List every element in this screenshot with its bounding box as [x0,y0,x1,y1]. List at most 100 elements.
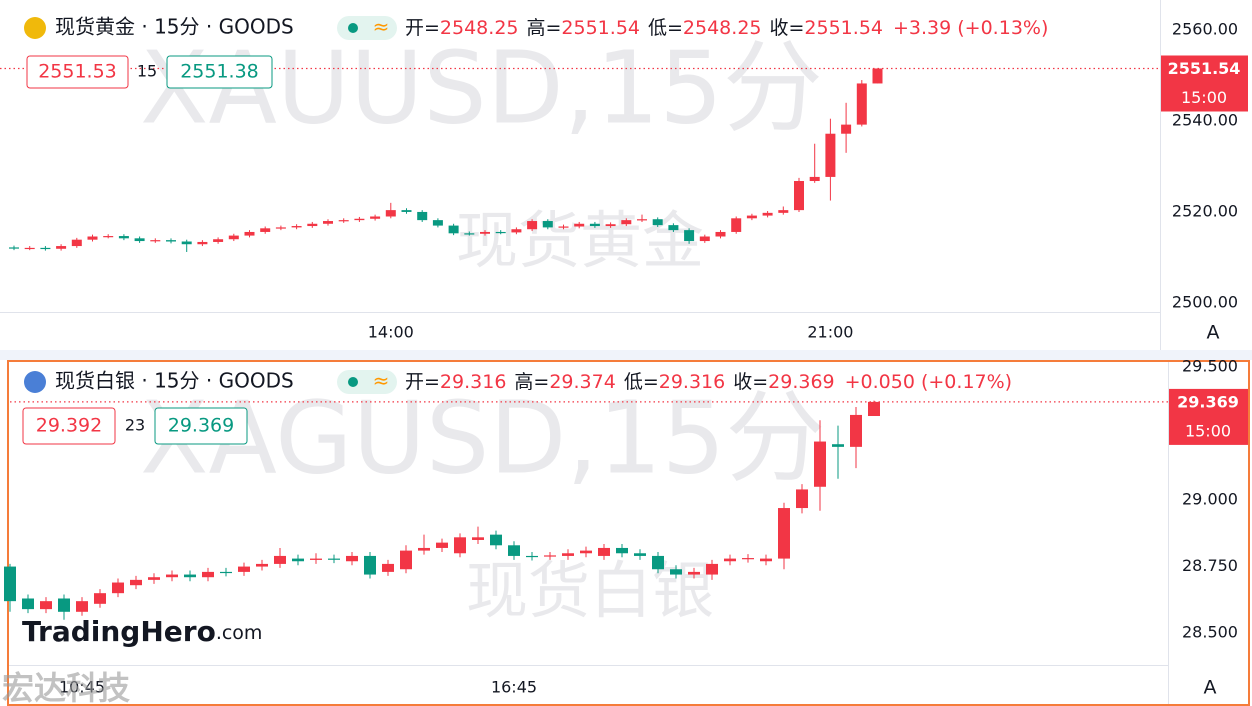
status-dot [348,23,358,33]
candle-body [400,550,412,570]
ohlc-label: 收= [770,17,805,39]
candle-body [589,223,600,227]
candle-body [832,444,844,447]
candle-body [382,563,394,572]
candle-body [40,601,52,610]
candle-body [202,571,214,578]
scale-button[interactable]: A [1207,322,1220,344]
candle-body [731,218,742,232]
candle-body [432,220,443,226]
price-tag-bg [1161,55,1248,112]
candle-body [762,212,773,216]
status-dot [348,377,358,387]
candle-body [238,566,250,572]
candle-body [197,241,208,245]
y-tick-label: 2540.00 [1172,110,1238,129]
change-label: +3.39 (+0.13%) [893,17,1048,39]
candle-body [544,555,556,557]
candle-body [825,133,836,177]
ohlc-value: 2551.54 [561,17,640,39]
ask-box [154,407,248,445]
ask: 2551.38 [180,61,259,83]
layers: XAUUSD,15分现货黄金2560.002540.002520.002500.… [0,15,1248,699]
y-tick-label: 28.750 [1182,556,1238,575]
candle-body [354,218,365,221]
candle-body [868,401,880,417]
x-tick-label: 21:00 [807,323,853,342]
candle-body [796,489,808,509]
logo-main: TradingHero [22,615,216,648]
symbol-icon [24,371,46,393]
y-tick-label: 28.500 [1182,623,1238,642]
ohlc-label: 收= [733,371,768,393]
x-tick-label: 10:45 [59,678,105,697]
scale-button[interactable]: A [1204,677,1217,699]
badge-bg [337,16,397,40]
candle-body [634,553,646,556]
countdown: 15:00 [1181,88,1227,107]
candle-body [307,223,318,227]
candle-body [841,124,852,134]
candle-body [850,414,862,447]
candle-body [291,226,302,228]
logo-suffix: .com [216,622,263,644]
candle-body [103,236,114,238]
chart-panel: XAUUSD,15分现货黄金2560.002540.002520.002500.… [0,15,1248,344]
candle-body [328,558,340,560]
spread: 23 [125,416,145,435]
candle-body [112,582,124,594]
ohlc-label: 高= [527,17,562,39]
candle-body [292,558,304,562]
x-tick-label: 14:00 [368,323,414,342]
candle-body [472,537,484,540]
ohlc-value: 29.374 [549,371,615,393]
candle-body [260,228,271,232]
bid-box [26,55,129,89]
candle-body [742,558,754,560]
ohlc-label: 低= [624,371,659,393]
ohlc-value: 2548.25 [440,17,519,39]
candle-body [166,240,176,242]
candle-body [56,246,67,249]
candle-body [464,233,475,235]
candle-body [480,231,490,234]
candle-body [76,601,88,612]
candle-body [4,566,16,602]
countdown: 15:00 [1185,421,1231,440]
candle-body [724,558,736,562]
candle-body [213,239,224,242]
candle-body [417,211,428,221]
y-tick-label: 29.500 [1182,357,1238,376]
candle-body [562,553,574,556]
candle-body [385,210,396,217]
candle-body [814,441,826,487]
badge: ≈ [373,369,390,393]
candle-body [670,569,682,575]
candle-body [436,542,448,548]
candle-body [688,571,700,575]
candle-body [872,68,883,84]
candle-body [274,555,286,564]
candle-body [9,247,19,249]
candle-body [256,563,268,567]
candle-body [220,571,232,574]
symbol-title: 现货黄金 · 15分 · GOODS [55,15,294,39]
candle-body [490,534,502,546]
candle-body [574,223,585,227]
badge: ≈ [373,15,390,39]
candle-body [652,219,663,226]
bid: 2551.53 [38,61,117,83]
ohlc-value: 2548.25 [683,17,762,39]
candle-body [130,579,142,586]
candle-body [746,215,757,219]
candle-body [699,236,710,242]
price-tag-bg [1169,388,1248,445]
candle-body [94,593,106,604]
watermark-sub: 现货白银 [466,554,714,627]
candle-body [346,555,358,562]
ohlc-value: 29.316 [440,371,506,393]
candle-body [244,231,255,236]
bid-box [22,407,116,445]
